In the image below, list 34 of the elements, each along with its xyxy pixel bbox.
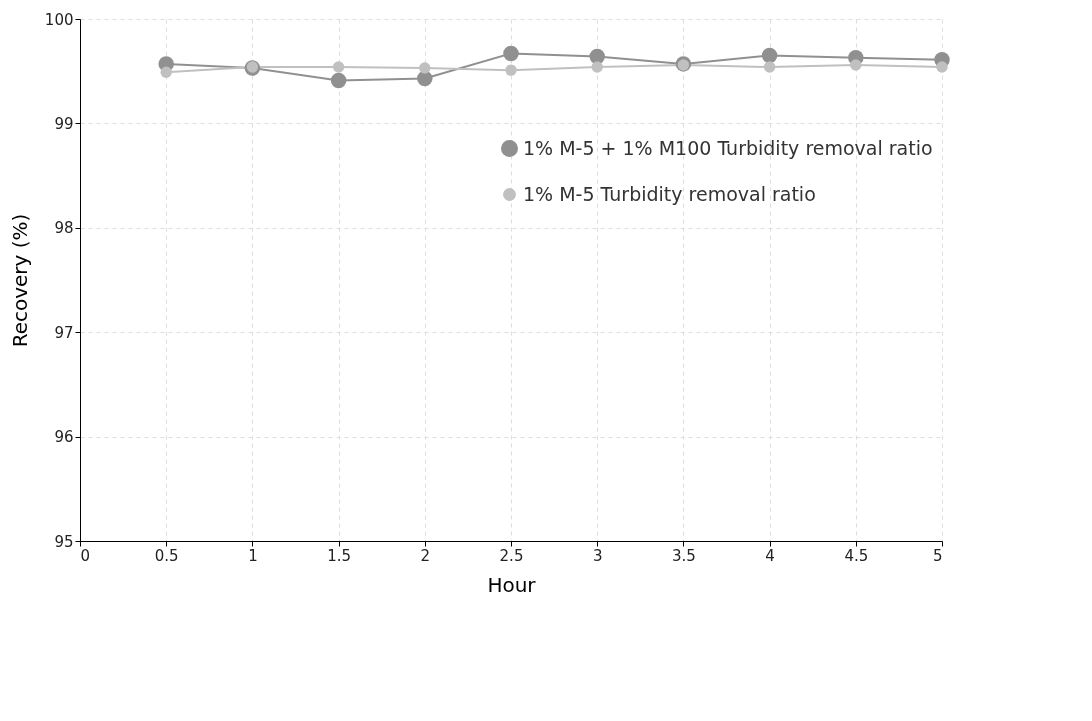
x-tick-label: 0.5 — [154, 546, 179, 565]
point — [591, 61, 603, 73]
x-tick-label: 1 — [248, 546, 258, 565]
point — [761, 47, 778, 64]
y-tick-label: 100 — [44, 10, 74, 29]
legend-label: 1% M-5 + 1% M100 Turbidity removal ratio — [523, 136, 933, 159]
y-tick-label: 95 — [54, 532, 74, 551]
x-tick-label: 3 — [592, 546, 603, 565]
point — [417, 70, 433, 87]
y-tick-label: 99 — [54, 114, 74, 133]
y-axis-title: Recovery (%) — [7, 213, 32, 348]
x-tick-label: 2.5 — [499, 546, 524, 565]
x-axis-title: Hour — [487, 572, 537, 597]
y-tick-label: 98 — [54, 219, 74, 238]
y-tick-label: 96 — [54, 428, 74, 447]
x-tick-label: 3.5 — [671, 546, 696, 565]
point — [419, 62, 431, 74]
point — [589, 48, 605, 65]
x-tick-label: 4 — [765, 546, 775, 565]
x-tick-label: 0 — [80, 546, 91, 565]
point — [330, 72, 347, 89]
x-tick-label: 5 — [932, 546, 943, 565]
point — [505, 64, 517, 76]
x-tick-label: 2 — [420, 546, 431, 565]
y-tick-label: 97 — [54, 323, 74, 342]
x-tick-label: 1.5 — [327, 546, 352, 565]
point — [160, 66, 172, 78]
point — [850, 59, 862, 71]
point — [503, 45, 519, 62]
legend-label: 1% M-5 Turbidity removal ratio — [523, 182, 816, 205]
x-tick-label: 4.5 — [844, 546, 869, 565]
point — [332, 61, 345, 73]
point — [936, 61, 948, 73]
point — [763, 61, 776, 73]
